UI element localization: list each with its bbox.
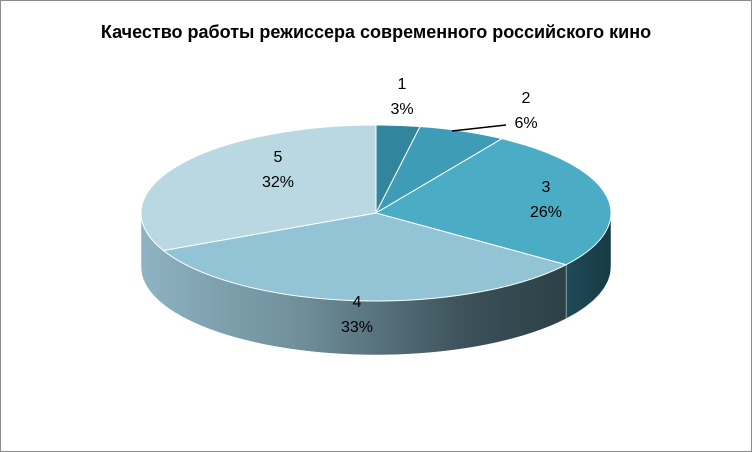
pie-slices <box>140 124 612 302</box>
slice-category-label: 2 <box>522 90 531 107</box>
chart-title: Качество работы режиссера современного р… <box>100 22 652 42</box>
leader-line <box>451 124 507 132</box>
slice-value-label: 3% <box>390 101 413 118</box>
pie-slice-3 <box>374 138 612 266</box>
pie-slice-4 <box>162 212 568 302</box>
slice-category-label: 3 <box>542 179 551 196</box>
pie-slice-5 <box>140 124 377 252</box>
slice-value-label: 32% <box>262 174 294 191</box>
slice-category-label: 1 <box>398 76 407 93</box>
slice-category-label: 5 <box>274 149 283 166</box>
slice-category-label: 4 <box>353 294 362 311</box>
slice-value-label: 6% <box>514 115 537 132</box>
slice-value-label: 33% <box>341 319 373 336</box>
pie-labels: 13%26%326%433%532% <box>262 76 562 336</box>
slice-value-label: 26% <box>530 204 562 221</box>
